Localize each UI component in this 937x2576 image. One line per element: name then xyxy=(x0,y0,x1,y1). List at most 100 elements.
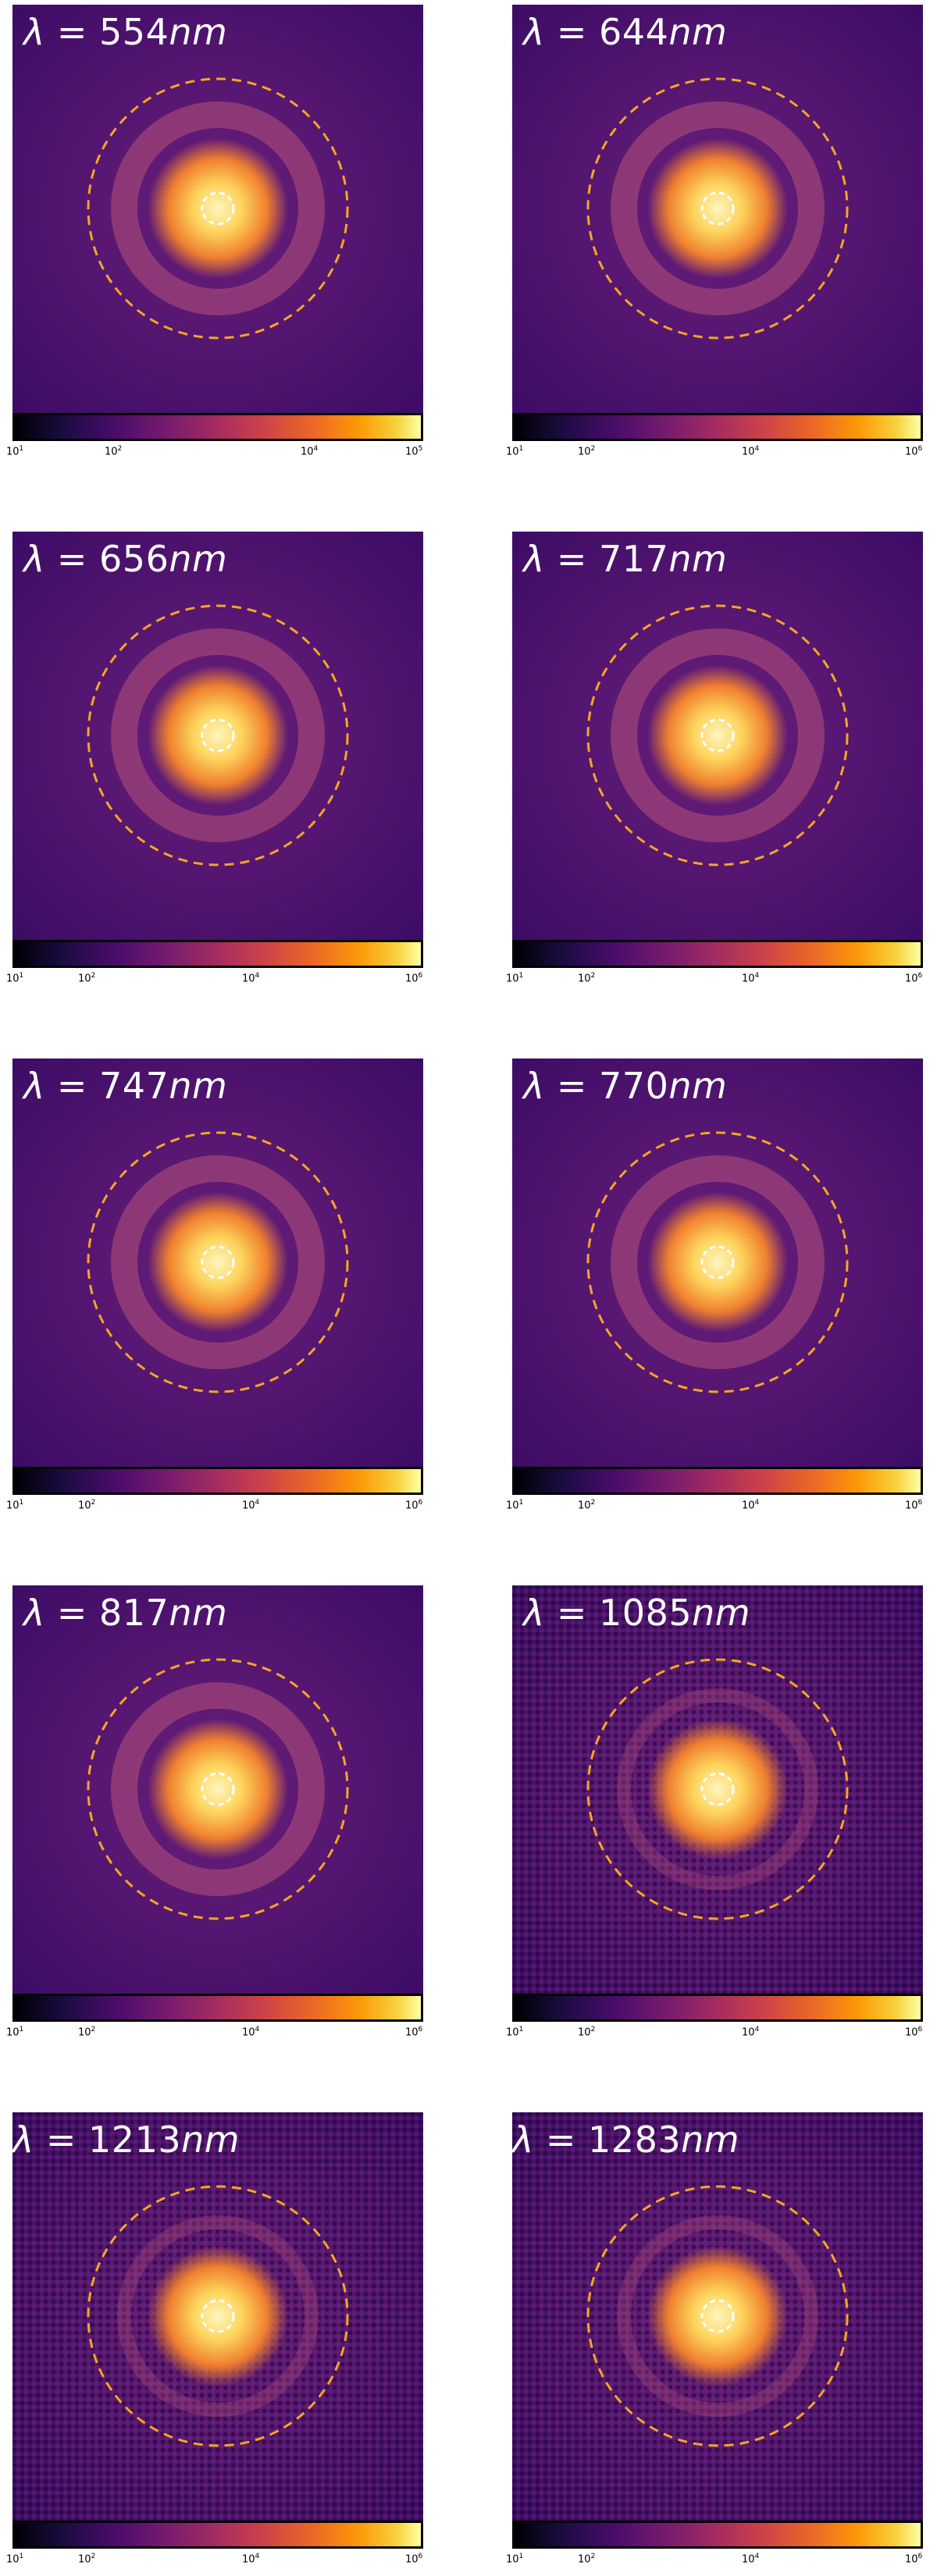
wavelength-label: λ = 747nm xyxy=(23,1065,227,1107)
wavelength-unit: nm xyxy=(668,11,728,53)
psf-panel: λ = 717nm 101 102 104 106 xyxy=(500,527,923,995)
colorbar-tick: 101 xyxy=(506,2553,524,2566)
psf-image xyxy=(512,2112,923,2521)
wavelength-unit: nm xyxy=(681,2119,740,2161)
psf-panel: λ = 1283nm 101 102 104 106 xyxy=(500,2108,923,2576)
wavelength-unit: nm xyxy=(692,1592,751,1634)
wavelength-value: 770 xyxy=(599,1065,669,1107)
equals-sign: = xyxy=(45,538,100,580)
colorbar-tick: 104 xyxy=(242,972,260,985)
colorbar-tick: 106 xyxy=(905,445,923,458)
colorbar-tick: 106 xyxy=(905,2026,923,2039)
psf-panel: λ = 644nm 101 102 104 106 xyxy=(500,0,923,468)
equals-sign: = xyxy=(34,2119,89,2161)
psf-panel: λ = 1085nm 101 102 104 106 xyxy=(500,1581,923,2049)
colorbar xyxy=(512,1467,923,1495)
colorbar-tick: 101 xyxy=(6,2553,24,2566)
psf-svg xyxy=(12,5,423,413)
colorbar-tick: 104 xyxy=(242,1499,260,1512)
psf-svg xyxy=(12,2112,423,2521)
colorbar xyxy=(512,940,923,968)
colorbar-tick: 106 xyxy=(405,972,423,985)
wavelength-unit: nm xyxy=(181,2119,240,2161)
colorbar-tick: 104 xyxy=(742,1499,760,1512)
psf-image xyxy=(512,5,923,413)
colorbar-tick: 101 xyxy=(6,1499,24,1512)
colorbar xyxy=(12,413,423,441)
psf-svg xyxy=(512,1585,923,1994)
psf-svg xyxy=(12,1585,423,1994)
wavelength-value: 747 xyxy=(99,1065,169,1107)
wavelength-unit: nm xyxy=(668,538,728,580)
lambda-symbol: λ xyxy=(12,2119,34,2161)
wavelength-label: λ = 1213nm xyxy=(12,2119,240,2161)
colorbar-tick: 102 xyxy=(78,2026,96,2039)
equals-sign: = xyxy=(45,1592,100,1634)
wavelength-value: 644 xyxy=(599,11,669,53)
colorbar xyxy=(512,413,923,441)
colorbar-tick: 104 xyxy=(242,2026,260,2039)
equals-sign: = xyxy=(544,11,600,53)
wavelength-label: λ = 817nm xyxy=(23,1592,227,1634)
colorbar-tick: 102 xyxy=(578,2553,596,2566)
lambda-symbol: λ xyxy=(512,2119,534,2161)
psf-panel: λ = 770nm 101 102 104 106 xyxy=(500,1054,923,1522)
psf-image xyxy=(12,2112,423,2521)
colorbar-tick: 102 xyxy=(78,2553,96,2566)
lambda-symbol: λ xyxy=(23,11,45,53)
lambda-symbol: λ xyxy=(23,538,45,580)
colorbar-tick: 106 xyxy=(905,972,923,985)
colorbar-tick: 104 xyxy=(742,2553,760,2566)
equals-sign: = xyxy=(544,1592,600,1634)
colorbar-tick: 101 xyxy=(6,445,24,458)
colorbar-tick: 102 xyxy=(578,1499,596,1512)
colorbar-tick: 102 xyxy=(78,972,96,985)
wavelength-unit: nm xyxy=(169,538,228,580)
colorbar-tick: 104 xyxy=(742,2026,760,2039)
lambda-symbol: λ xyxy=(523,11,545,53)
equals-sign: = xyxy=(45,11,100,53)
psf-image xyxy=(12,5,423,413)
colorbar xyxy=(512,1994,923,2022)
psf-panel: λ = 817nm 101 102 104 106 xyxy=(0,1581,423,2049)
colorbar-tick: 102 xyxy=(578,445,596,458)
colorbar-tick: 104 xyxy=(742,972,760,985)
colorbar-tick: 102 xyxy=(105,445,123,458)
psf-panel: λ = 656nm 101 102 104 106 xyxy=(0,527,423,995)
psf-image xyxy=(512,1585,923,1994)
wavelength-value: 717 xyxy=(599,538,669,580)
colorbar-tick: 102 xyxy=(578,972,596,985)
wavelength-unit: nm xyxy=(169,1065,228,1107)
wavelength-unit: nm xyxy=(169,1592,228,1634)
wavelength-unit: nm xyxy=(169,11,228,53)
wavelength-value: 1085 xyxy=(599,1592,693,1634)
colorbar xyxy=(12,2521,423,2549)
lambda-symbol: λ xyxy=(23,1592,45,1634)
wavelength-label: λ = 770nm xyxy=(523,1065,727,1107)
psf-panel: λ = 747nm 101 102 104 106 xyxy=(0,1054,423,1522)
psf-panel: λ = 554nm 101 102 104 105 xyxy=(0,0,423,468)
colorbar-tick: 104 xyxy=(301,445,319,458)
wavelength-label: λ = 554nm xyxy=(23,11,227,53)
colorbar-tick: 101 xyxy=(506,972,524,985)
wavelength-value: 656 xyxy=(99,538,169,580)
lambda-symbol: λ xyxy=(523,1065,545,1107)
colorbar-tick: 106 xyxy=(405,2026,423,2039)
lambda-symbol: λ xyxy=(523,538,545,580)
wavelength-value: 554 xyxy=(99,11,169,53)
psf-image xyxy=(12,532,423,940)
wavelength-label: λ = 1283nm xyxy=(512,2119,739,2161)
psf-image xyxy=(512,532,923,940)
colorbar-tick: 101 xyxy=(6,972,24,985)
psf-svg xyxy=(512,532,923,940)
wavelength-value: 1213 xyxy=(88,2119,182,2161)
colorbar-tick: 101 xyxy=(506,2026,524,2039)
equals-sign: = xyxy=(544,538,600,580)
equals-sign: = xyxy=(544,1065,600,1107)
psf-image xyxy=(512,1059,923,1467)
colorbar-tick: 106 xyxy=(905,2553,923,2566)
psf-image xyxy=(12,1585,423,1994)
wavelength-label: λ = 644nm xyxy=(523,11,727,53)
wavelength-label: λ = 1085nm xyxy=(523,1592,750,1634)
wavelength-value: 1283 xyxy=(588,2119,682,2161)
